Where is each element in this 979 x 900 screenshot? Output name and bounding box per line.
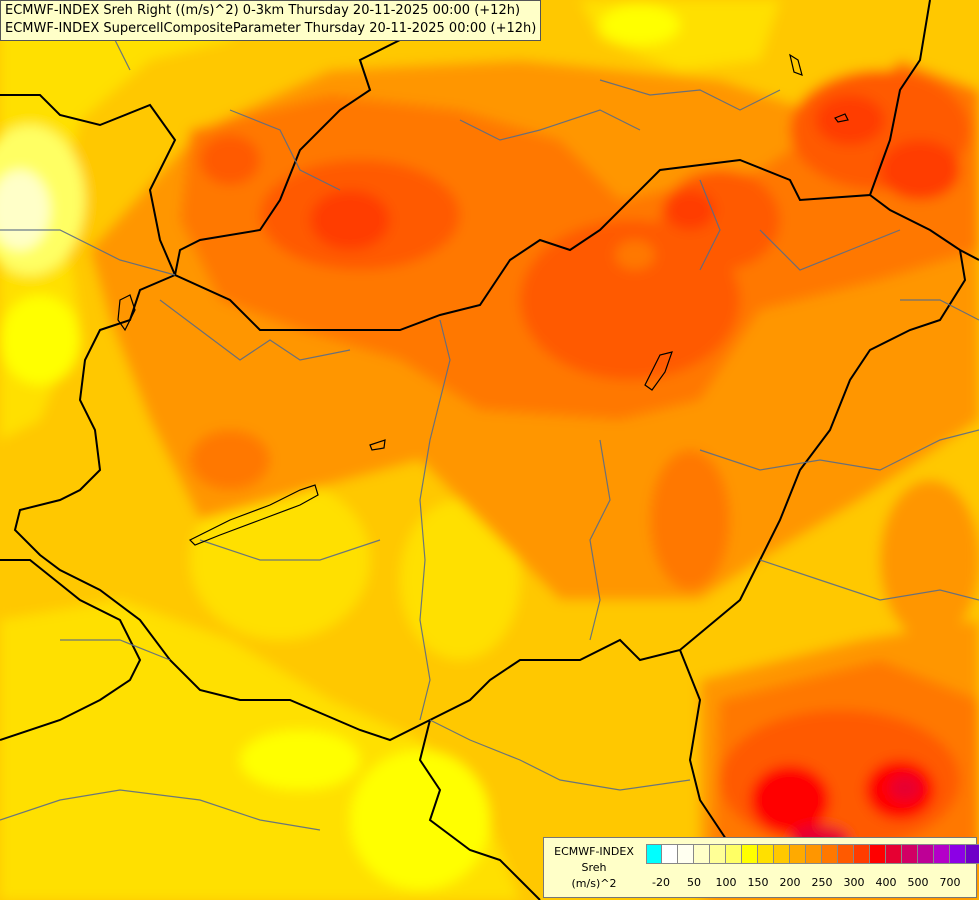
legend-tick-label: 100 (715, 876, 737, 889)
legend-tick-label: 500 (907, 876, 929, 889)
legend-swatch (822, 844, 838, 864)
legend-swatch (694, 844, 710, 864)
title-scp: ECMWF-INDEX SupercellCompositeParameter … (5, 21, 537, 36)
legend-tick-label: 200 (779, 876, 801, 889)
legend-swatch (966, 844, 979, 864)
legend-ticks: -20 50 100 150 200 250 300 400 500 700 (646, 876, 976, 892)
legend-tick-label: -20 (652, 876, 670, 889)
legend-swatch (758, 844, 774, 864)
legend-tick-label: 250 (811, 876, 833, 889)
lakes (117, 53, 849, 546)
legend-tick-label: 50 (687, 876, 701, 889)
legend-swatch (790, 844, 806, 864)
legend-source: ECMWF-INDEX (554, 845, 634, 858)
legend-swatch (710, 844, 726, 864)
legend-swatch (646, 844, 662, 864)
legend-swatch (774, 844, 790, 864)
legend-unit: (m/s)^2 (571, 877, 617, 890)
legend-swatch (662, 844, 678, 864)
legend-tick-label: 300 (843, 876, 865, 889)
legend-swatch (918, 844, 934, 864)
color-legend: ECMWF-INDEX Sreh (m/s)^2 -20 50 100 150 200 2… (543, 837, 979, 898)
legend-swatches (646, 844, 979, 864)
legend-swatch (902, 844, 918, 864)
legend-swatch (870, 844, 886, 864)
legend-swatch (886, 844, 902, 864)
legend-swatch (726, 844, 742, 864)
legend-label: ECMWF-INDEX Sreh (m/s)^2 (544, 844, 644, 892)
legend-swatch (742, 844, 758, 864)
title-sreh: ECMWF-INDEX Sreh Right ((m/s)^2) 0-3km T… (5, 3, 521, 18)
legend-swatch (678, 844, 694, 864)
legend-swatch (854, 844, 870, 864)
legend-swatch (934, 844, 950, 864)
legend-swatch (950, 844, 966, 864)
lake-balaton (188, 484, 319, 546)
legend-swatch (838, 844, 854, 864)
legend-variable: Sreh (581, 861, 607, 874)
legend-tick-label: 400 (875, 876, 897, 889)
legend-tick-label: 700 (939, 876, 961, 889)
legend-tick-label: 150 (747, 876, 769, 889)
regional-lines (0, 0, 979, 831)
legend-swatch (806, 844, 822, 864)
map-title-box: ECMWF-INDEX Sreh Right ((m/s)^2) 0-3km T… (0, 0, 542, 41)
